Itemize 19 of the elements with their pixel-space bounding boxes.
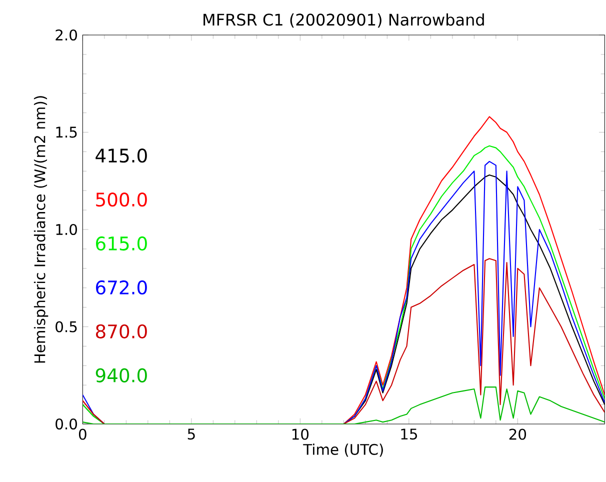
x-tick-label: 15 — [401, 428, 417, 440]
text: 615.0 — [96, 236, 147, 251]
text: 672.0 — [96, 280, 147, 295]
x-tick-label: 0 — [78, 428, 86, 440]
y-tick-label: 2.0 — [56, 29, 77, 41]
y-tick-label: 1.0 — [56, 224, 77, 236]
text: 940.0 — [96, 368, 147, 382]
x-axis-title: Time (UTC) — [303, 444, 383, 457]
y-axis-title: Hemispheric Irradiance (W/(m2 nm)) — [34, 96, 48, 363]
chart-title: MFRSR C1 (20020901) Narrowband — [204, 13, 484, 28]
y-tick-label: 1.5 — [56, 126, 77, 138]
x-tick-label: 20 — [509, 428, 526, 440]
text: 500.0 — [96, 192, 147, 207]
x-tick-label: 10 — [292, 428, 309, 440]
y-tick-label: 0.5 — [56, 321, 77, 332]
x-tick-label: 5 — [188, 428, 195, 440]
text: 415.0 — [96, 148, 147, 163]
y-tick-label: 0.0 — [56, 418, 77, 430]
text: 870.0 — [96, 324, 147, 338]
